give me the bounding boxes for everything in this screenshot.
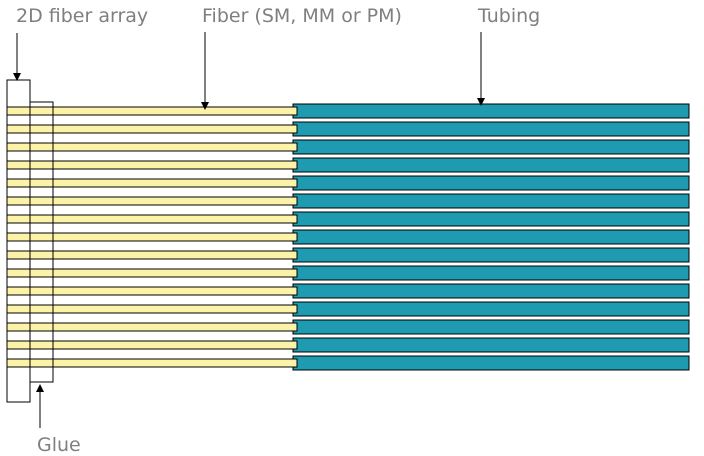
tubing-segment bbox=[292, 139, 690, 155]
tubing-segment bbox=[292, 211, 690, 227]
tubing-segment bbox=[292, 337, 690, 353]
tubing-segment bbox=[292, 247, 690, 263]
tubing-segment bbox=[292, 265, 690, 281]
tubing-segment bbox=[292, 193, 690, 209]
label-tubing: Tubing bbox=[478, 5, 541, 27]
tubing-segment bbox=[292, 229, 690, 245]
glue-block bbox=[29, 101, 54, 383]
fiber-strand bbox=[6, 268, 298, 278]
fiber-strand bbox=[6, 124, 298, 134]
tubing-group bbox=[292, 103, 690, 371]
fiber-group bbox=[6, 106, 298, 368]
fiber-strand bbox=[6, 214, 298, 224]
tubing-segment bbox=[292, 283, 690, 299]
fiber-strand bbox=[6, 160, 298, 170]
tubing-segment bbox=[292, 121, 690, 137]
label-glue: Glue bbox=[37, 434, 81, 456]
tubing-segment bbox=[292, 319, 690, 335]
tubing-segment bbox=[292, 103, 690, 119]
tubing-segment bbox=[292, 301, 690, 317]
tubing-segment bbox=[292, 157, 690, 173]
tubing-segment bbox=[292, 175, 690, 191]
fiber-strand bbox=[6, 358, 298, 368]
fiber-strand bbox=[6, 142, 298, 152]
fiber-strand bbox=[6, 178, 298, 188]
label-2d-fiber-array: 2D fiber array bbox=[16, 5, 149, 27]
tubing-segment bbox=[292, 355, 690, 371]
fiber-strand bbox=[6, 322, 298, 332]
fiber-strand bbox=[6, 250, 298, 260]
fiber-strand bbox=[6, 106, 298, 116]
fiber-strand bbox=[6, 286, 298, 296]
fiber-strand bbox=[6, 196, 298, 206]
fiber-strand bbox=[6, 232, 298, 242]
fiber-strand bbox=[6, 304, 298, 314]
fiber-strand bbox=[6, 340, 298, 350]
label-fiber: Fiber (SM, MM or PM) bbox=[202, 5, 402, 27]
